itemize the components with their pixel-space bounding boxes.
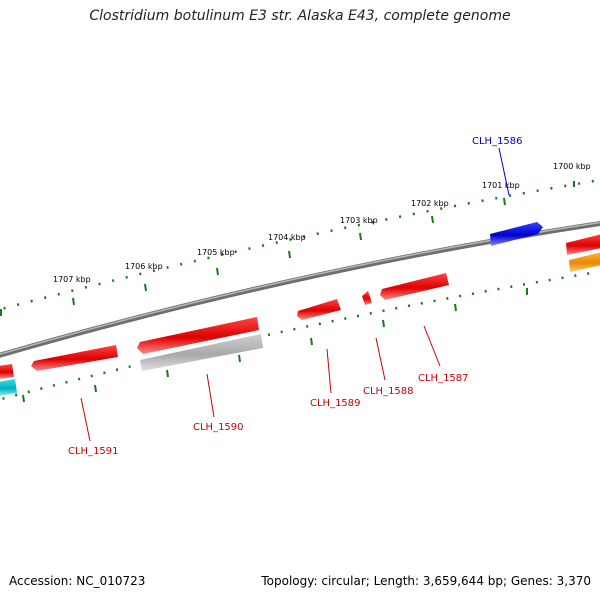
gene-left-edge-red[interactable]	[0, 364, 14, 379]
genome-backbone	[0, 220, 600, 358]
tick-labels: 1700 kbp 1701 kbp 1702 kbp 1703 kbp 1704…	[53, 162, 591, 284]
reverse-features	[0, 273, 449, 396]
tick-label-1701: 1701 kbp	[482, 181, 520, 190]
gene-left-edge-cyan[interactable]	[0, 379, 17, 396]
map-title: Clostridium botulinum E3 str. Alaska E43…	[89, 8, 511, 24]
gene-clh-1588[interactable]	[362, 291, 372, 305]
gene-label-clh-1589[interactable]: CLH_1589	[310, 398, 361, 409]
label-leaders	[80, 147, 510, 442]
gene-clh-1590[interactable]	[137, 317, 259, 354]
gene-clh-1589[interactable]	[297, 299, 341, 320]
gene-labels: CLH_1586 CLH_1587 CLH_1588 CLH_1589 CLH_…	[68, 136, 523, 457]
tick-label-1700: 1700 kbp	[553, 162, 591, 171]
gene-label-clh-1590[interactable]: CLH_1590	[193, 422, 244, 433]
gene-gray-feature[interactable]	[140, 334, 263, 371]
outer-tick-ring	[0, 178, 600, 311]
gene-clh-1586[interactable]	[490, 222, 543, 246]
tick-label-1702: 1702 kbp	[411, 199, 449, 208]
major-ticks	[0, 181, 575, 316]
tick-label-1706: 1706 kbp	[125, 262, 163, 271]
forward-features	[490, 222, 600, 272]
tick-label-1705: 1705 kbp	[197, 248, 235, 257]
inner-major-ticks	[22, 288, 528, 403]
tick-label-1704: 1704 kbp	[268, 233, 306, 242]
genome-summary-text: Topology: circular; Length: 3,659,644 bp…	[261, 574, 591, 588]
gene-label-clh-1588[interactable]: CLH_1588	[363, 386, 414, 397]
accession-text: Accession: NC_010723	[9, 574, 146, 588]
gene-label-clh-1586[interactable]: CLH_1586	[472, 136, 523, 147]
tick-label-1707: 1707 kbp	[53, 275, 91, 284]
gene-clh-1591[interactable]	[31, 345, 118, 371]
tick-label-1703: 1703 kbp	[340, 216, 378, 225]
gene-label-clh-1587[interactable]: CLH_1587	[418, 373, 469, 384]
gene-label-clh-1591[interactable]: CLH_1591	[68, 446, 119, 457]
gene-clh-1587[interactable]	[380, 273, 449, 300]
gene-right-edge-red[interactable]	[566, 234, 600, 255]
gene-right-edge-orange[interactable]	[569, 252, 600, 272]
inner-tick-ring	[0, 270, 600, 401]
